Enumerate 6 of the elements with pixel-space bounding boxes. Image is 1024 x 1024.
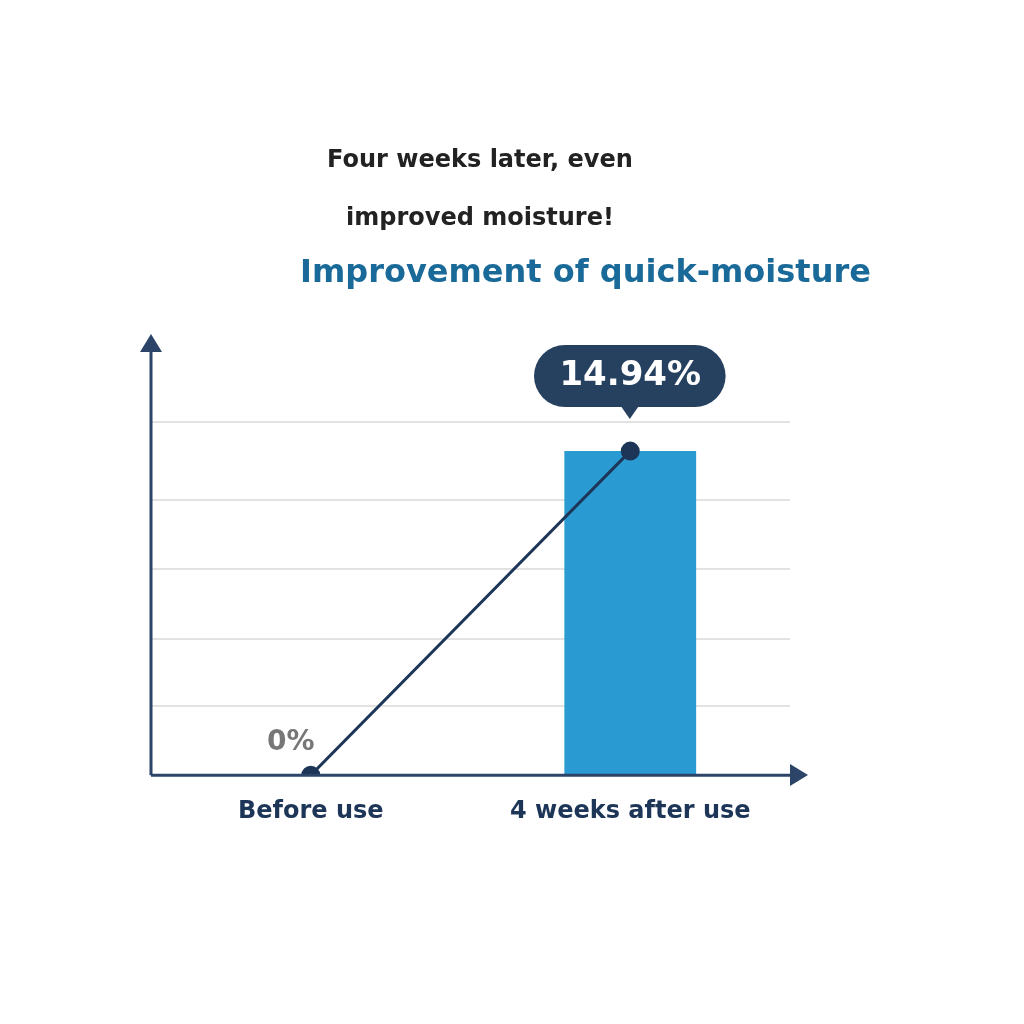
data-label: 0% bbox=[266, 724, 315, 758]
x-tick-label: 4 weeks after use bbox=[509, 795, 751, 824]
x-tick-label: Before use bbox=[237, 795, 384, 824]
chart-title: Improvement of quick-moisture bbox=[300, 252, 872, 290]
data-label: 14.94% bbox=[559, 352, 702, 393]
text: Four weeks later, even improved moisture! bbox=[327, 145, 633, 231]
